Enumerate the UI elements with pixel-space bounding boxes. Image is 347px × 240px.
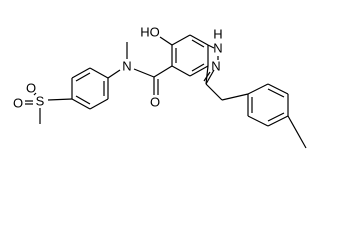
atom-label: N	[122, 59, 131, 74]
bonds	[25, 34, 307, 149]
atom-label: O	[26, 81, 36, 96]
atom-label: S	[36, 94, 45, 109]
atom-label: O	[150, 95, 160, 110]
structure: HO H N N N O S O O	[13, 25, 307, 149]
atom-label: HO	[140, 25, 160, 40]
atom-label: H	[213, 27, 222, 42]
atom-label: N	[213, 41, 222, 56]
atom-labels: HO H N N N O S O O	[13, 25, 223, 111]
atom-label: O	[13, 96, 23, 111]
atom-label: N	[211, 59, 220, 74]
